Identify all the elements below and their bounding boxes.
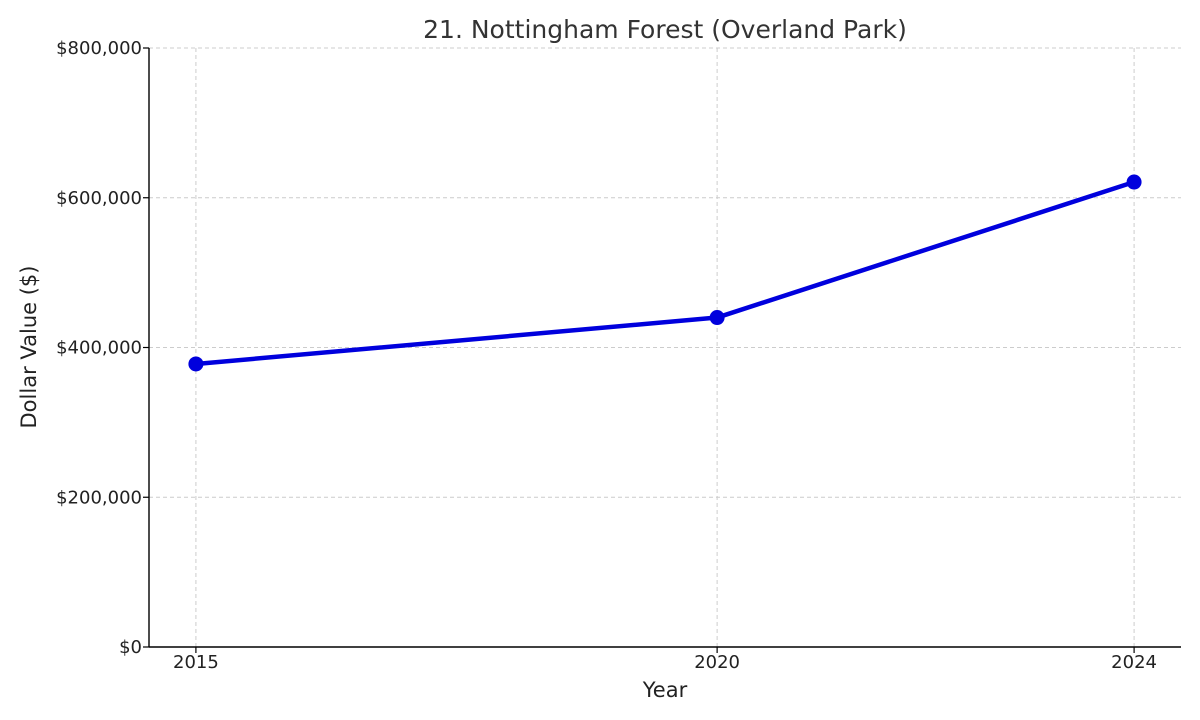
data-point bbox=[1126, 174, 1142, 190]
series-line bbox=[193, 179, 1137, 367]
y-axis-label: Dollar Value ($) bbox=[17, 266, 41, 429]
y-tick-label: $800,000 bbox=[56, 38, 142, 59]
ticks: $0 $200,000 $400,000 $600,000 $800,000 2015 20… bbox=[56, 38, 1157, 673]
y-tick-label: $400,000 bbox=[56, 338, 142, 359]
x-tick-label: 2015 bbox=[173, 652, 219, 673]
y-tick-label: $600,000 bbox=[56, 188, 142, 209]
data-point bbox=[188, 356, 204, 372]
x-axis-label: Year bbox=[642, 678, 688, 702]
grid bbox=[149, 47, 1181, 648]
x-tick-label: 2020 bbox=[694, 652, 740, 673]
y-tick-label: $200,000 bbox=[56, 487, 142, 508]
chart-title: 21. Nottingham Forest (Overland Park) bbox=[423, 15, 907, 44]
series bbox=[188, 174, 1142, 372]
data-point bbox=[709, 310, 725, 326]
x-tick-label: 2024 bbox=[1111, 652, 1157, 673]
y-tick-label: $0 bbox=[119, 637, 142, 658]
